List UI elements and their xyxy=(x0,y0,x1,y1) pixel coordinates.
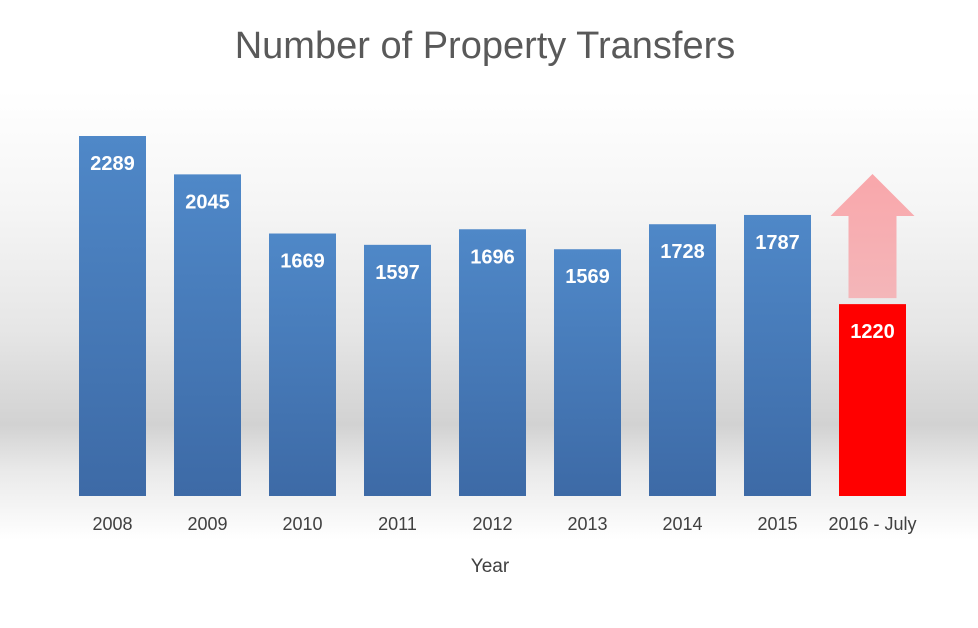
data-label-2016-july: 1220 xyxy=(850,321,895,343)
x-axis-title: Year xyxy=(471,556,510,577)
data-label-2010: 1669 xyxy=(280,251,325,273)
data-label-2008: 2289 xyxy=(90,153,135,175)
bar-2009 xyxy=(174,174,241,497)
data-label-2009: 2045 xyxy=(185,191,230,213)
data-label-2015: 1787 xyxy=(755,232,800,254)
data-label-2014: 1728 xyxy=(660,241,705,263)
bar-2013 xyxy=(554,249,621,496)
bar-2015 xyxy=(744,214,811,496)
data-label-2011: 1597 xyxy=(375,262,420,284)
x-tick-label: 2008 xyxy=(92,514,132,534)
bar-2010 xyxy=(269,233,336,496)
bar-2011 xyxy=(364,244,431,496)
x-tick-label: 2012 xyxy=(472,514,512,534)
data-label-2013: 1569 xyxy=(565,266,610,288)
x-tick-label: 2009 xyxy=(187,514,227,534)
data-label-2012: 1696 xyxy=(470,246,515,268)
chart-title: Number of Property Transfers xyxy=(235,25,736,67)
bar-2016-july xyxy=(839,304,906,496)
arrow-up-icon xyxy=(830,174,915,299)
x-tick-label: 2015 xyxy=(757,514,797,534)
x-tick-label: 2014 xyxy=(662,514,702,534)
bar-2008 xyxy=(79,136,146,496)
bar-2014 xyxy=(649,224,716,497)
x-tick-label: 2013 xyxy=(567,514,607,534)
x-tick-label: 2010 xyxy=(282,514,322,534)
bar-2012 xyxy=(459,229,526,496)
x-tick-label: 2016 - July xyxy=(828,514,916,534)
x-tick-label: 2011 xyxy=(378,514,417,534)
